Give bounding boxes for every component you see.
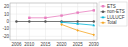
x-tick-label: 2030 (89, 42, 100, 47)
point (92, 24, 95, 26)
series-line (62, 24, 94, 34)
series (60, 21, 95, 26)
point (60, 14, 62, 16)
x-tick-label: 2006 (11, 42, 22, 47)
y-tick-label: -10 (2, 26, 9, 31)
series-line (62, 22, 94, 25)
point (60, 20, 62, 22)
legend-line (101, 22, 106, 23)
point (60, 21, 63, 23)
legend-marker (102, 5, 104, 7)
point (76, 29, 78, 32)
x-tick-labels: 20062010 2015 2020 2025 2030 (11, 42, 99, 47)
y-tick-labels: -20 -10 0 10 20 (2, 4, 9, 39)
point (44, 20, 46, 22)
plot-area (15, 9, 95, 36)
grid-line-y (10, 14, 97, 15)
y-tick-label: 0 (6, 19, 9, 24)
legend-label: Total (107, 20, 117, 25)
y-tick-label: 10 (4, 12, 10, 17)
grid-line-y (10, 36, 97, 37)
series-line (16, 21, 93, 22)
legend-line (101, 6, 106, 7)
grid-line-x (29, 3, 30, 40)
legend-frame (99, 2, 127, 26)
point (76, 22, 79, 24)
point (28, 17, 30, 19)
x-tick-label: 2025 (73, 42, 84, 47)
point (76, 11, 78, 13)
legend-marker (102, 21, 104, 24)
y-tick-label: -20 (2, 34, 9, 39)
grid-line-x (93, 3, 94, 40)
series (15, 20, 95, 22)
x-tick-label: 2020 (57, 42, 68, 47)
point (93, 9, 95, 11)
point (28, 20, 30, 22)
point (93, 33, 95, 36)
legend-label: ETS (107, 4, 116, 9)
legend-line (101, 17, 106, 18)
x-tick-label: 2015 (40, 42, 51, 47)
legend-marker (102, 11, 104, 13)
plot-frame (10, 3, 97, 40)
grid-line-x (45, 3, 46, 40)
series-line (29, 10, 93, 17)
point (93, 20, 95, 22)
grid-line-x (16, 3, 17, 40)
legend-line (101, 11, 106, 12)
chart-container: -20 -10 0 10 20 20062010 2015 2020 2025 2030 ETSno… (0, 0, 128, 47)
point (60, 23, 62, 26)
grid-line-x (77, 3, 78, 40)
grid-line-y (10, 6, 97, 7)
grid (10, 3, 97, 40)
point (15, 20, 17, 22)
grid-line-y (10, 21, 97, 22)
y-tick-label: 20 (4, 4, 10, 9)
series (60, 23, 95, 36)
x-tick-label: 2010 (24, 42, 35, 47)
legend-label: non-ETS (107, 9, 125, 14)
grid-line-y (10, 28, 97, 29)
series (28, 9, 95, 19)
legend: ETSnon-ETSLULUCFTotal (99, 2, 127, 26)
point (44, 17, 46, 19)
grid-line-x (61, 3, 62, 40)
chart: -20 -10 0 10 20 20062010 2015 2020 2025 2030 ETSno… (0, 0, 128, 47)
legend-marker (102, 16, 105, 18)
legend-label: LULUCF (107, 15, 125, 20)
